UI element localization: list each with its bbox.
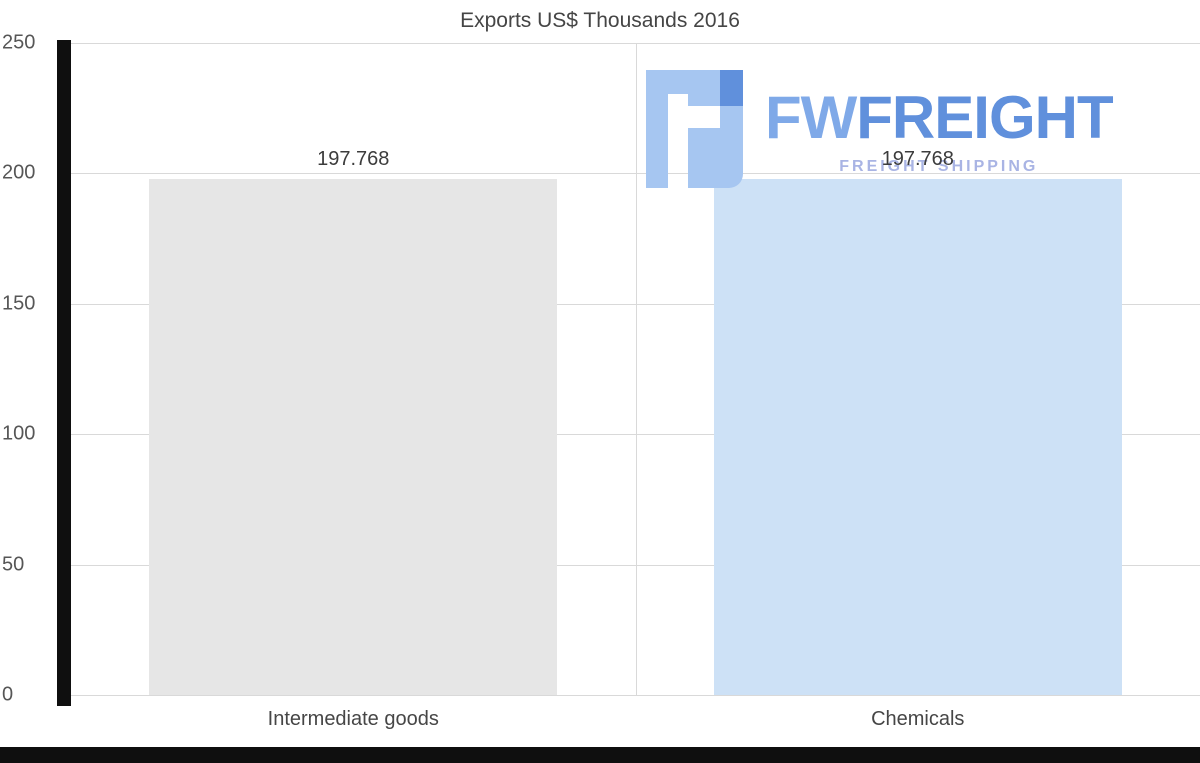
fwfreight-logo-icon [646, 70, 743, 188]
bar-value-label: 197.768 [317, 148, 390, 170]
chart-title: Exports US$ Thousands 2016 [460, 9, 740, 32]
y-tick-label: 0 [2, 683, 14, 706]
x-category-label: Chemicals [871, 708, 965, 730]
bottom-bar [0, 747, 1200, 763]
y-tick-label: 200 [2, 161, 36, 184]
plot-area [71, 43, 1200, 696]
gridline [71, 695, 1200, 696]
y-tick-label: 150 [2, 292, 36, 315]
brand-name: FWFREIGHT [765, 88, 1114, 148]
y-tick-label: 50 [2, 553, 25, 576]
fwfreight-watermark: FWFREIGHT FREIGHT SHIPPING [646, 70, 1114, 188]
brand-fw: FW [765, 84, 857, 151]
brand-freight: FREIGHT [856, 84, 1113, 151]
brand-subtitle: FREIGHT SHIPPING [839, 158, 1039, 175]
bar-value-label: 197.768 [881, 148, 954, 170]
bar [149, 179, 558, 695]
x-category-label: Intermediate goods [267, 708, 439, 730]
fwfreight-wordmark: FWFREIGHT FREIGHT SHIPPING [765, 70, 1114, 176]
gridline-vertical [635, 43, 637, 695]
left-axis-bar [57, 40, 71, 706]
bar [713, 179, 1122, 695]
y-tick-label: 100 [2, 422, 36, 445]
y-tick-label: 250 [2, 31, 36, 54]
